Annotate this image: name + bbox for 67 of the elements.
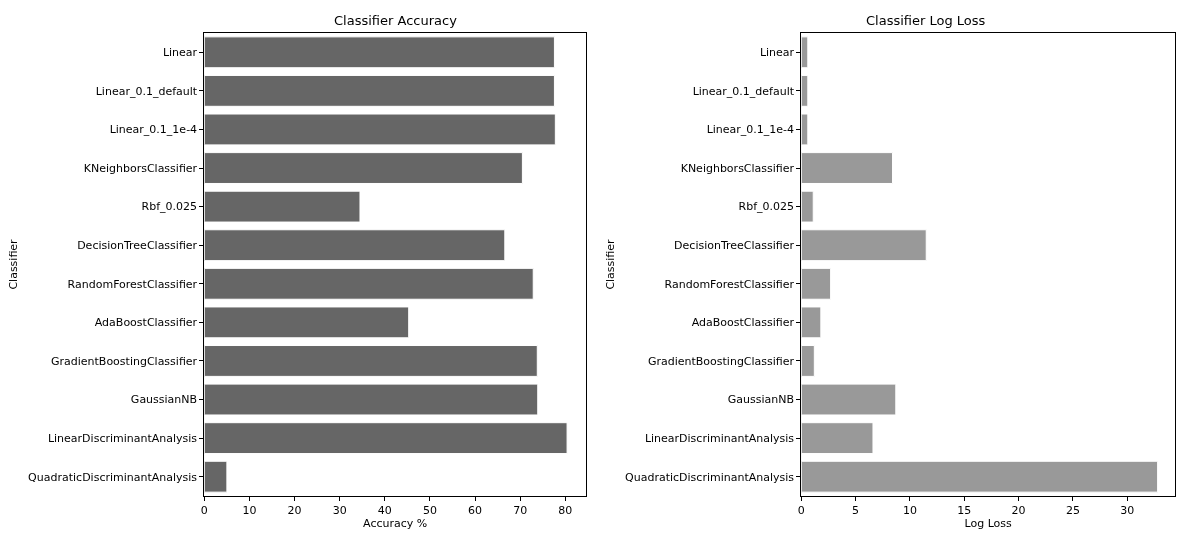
x-tick-label: 30 [1120,504,1135,518]
y-tick-label: KNeighborsClassifier [83,161,198,175]
y-tick-label: DecisionTreeClassifier [674,239,795,253]
x-tick-label: 0 [797,504,805,518]
y-tick-label: KNeighborsClassifier [680,161,795,175]
x-tick-label: 15 [957,504,972,518]
y-tick-label: GaussianNB [130,393,198,407]
x-tick-label: 60 [468,504,483,518]
y-tick-label: Linear [759,46,795,60]
x-tick-label: 0 [200,504,208,518]
y-tick-label: QuadraticDiscriminantAnalysis [625,470,795,484]
bar [204,113,556,146]
chart-title: Classifier Log Loss [866,13,986,28]
bar [801,306,822,339]
x-tick-label: 50 [422,504,437,518]
chart-title: Classifier Accuracy [334,13,458,28]
bar [204,229,506,262]
x-axis-title: Log Loss [964,517,1013,531]
bar [801,190,814,223]
y-tick-label: QuadraticDiscriminantAnalysis [28,470,198,484]
x-tick-label: 40 [377,504,392,518]
x-tick-label: 70 [513,504,528,518]
x-tick-label: 30 [332,504,347,518]
y-tick-label: RandomForestClassifier [664,277,795,291]
y-tick-label: Rbf_0.025 [141,200,198,214]
bar [204,267,534,300]
bar [801,460,1159,493]
y-tick-label: DecisionTreeClassifier [77,239,198,253]
bar [204,36,555,69]
x-tick-label: 20 [287,504,302,518]
y-tick-label: AdaBoostClassifier [94,316,198,330]
x-tick-label: 10 [242,504,257,518]
bar [204,152,523,184]
y-tick-label: Linear_0.1_default [95,84,198,98]
y-tick-label: GaussianNB [727,393,795,407]
bar [204,74,555,107]
bar [801,345,815,377]
y-tick-label: RandomForestClassifier [67,277,198,291]
bar [204,190,361,223]
x-tick-label: 20 [1011,504,1026,518]
bar [801,422,874,455]
bar [801,229,927,262]
y-tick-label: AdaBoostClassifier [691,316,795,330]
y-tick-label: GradientBoostingClassifier [647,354,795,368]
x-tick-label: 25 [1065,504,1080,518]
bar [204,306,410,339]
y-axis-title: Classifier [6,238,20,290]
y-tick-label: Linear_0.1_default [692,84,795,98]
y-tick-label: Rbf_0.025 [738,200,795,214]
y-tick-label: LinearDiscriminantAnalysis [47,431,198,445]
bar [204,422,568,455]
x-axis-title: Accuracy % [363,517,428,531]
y-tick-label: Linear_0.1_1e-4 [109,123,198,137]
y-tick-label: GradientBoostingClassifier [50,354,198,368]
y-tick-label: LinearDiscriminantAnalysis [644,431,795,445]
x-tick-label: 80 [558,504,573,518]
bar [204,460,228,493]
bar [801,152,894,184]
bar [801,267,832,300]
bar [204,345,538,377]
y-axis-title: Classifier [603,238,617,290]
x-tick-label: 10 [902,504,917,518]
y-tick-label: Linear [162,46,198,60]
y-tick-label: Linear_0.1_1e-4 [706,123,795,137]
x-tick-label: 5 [852,504,860,518]
bar [801,383,897,416]
bar [204,383,539,416]
